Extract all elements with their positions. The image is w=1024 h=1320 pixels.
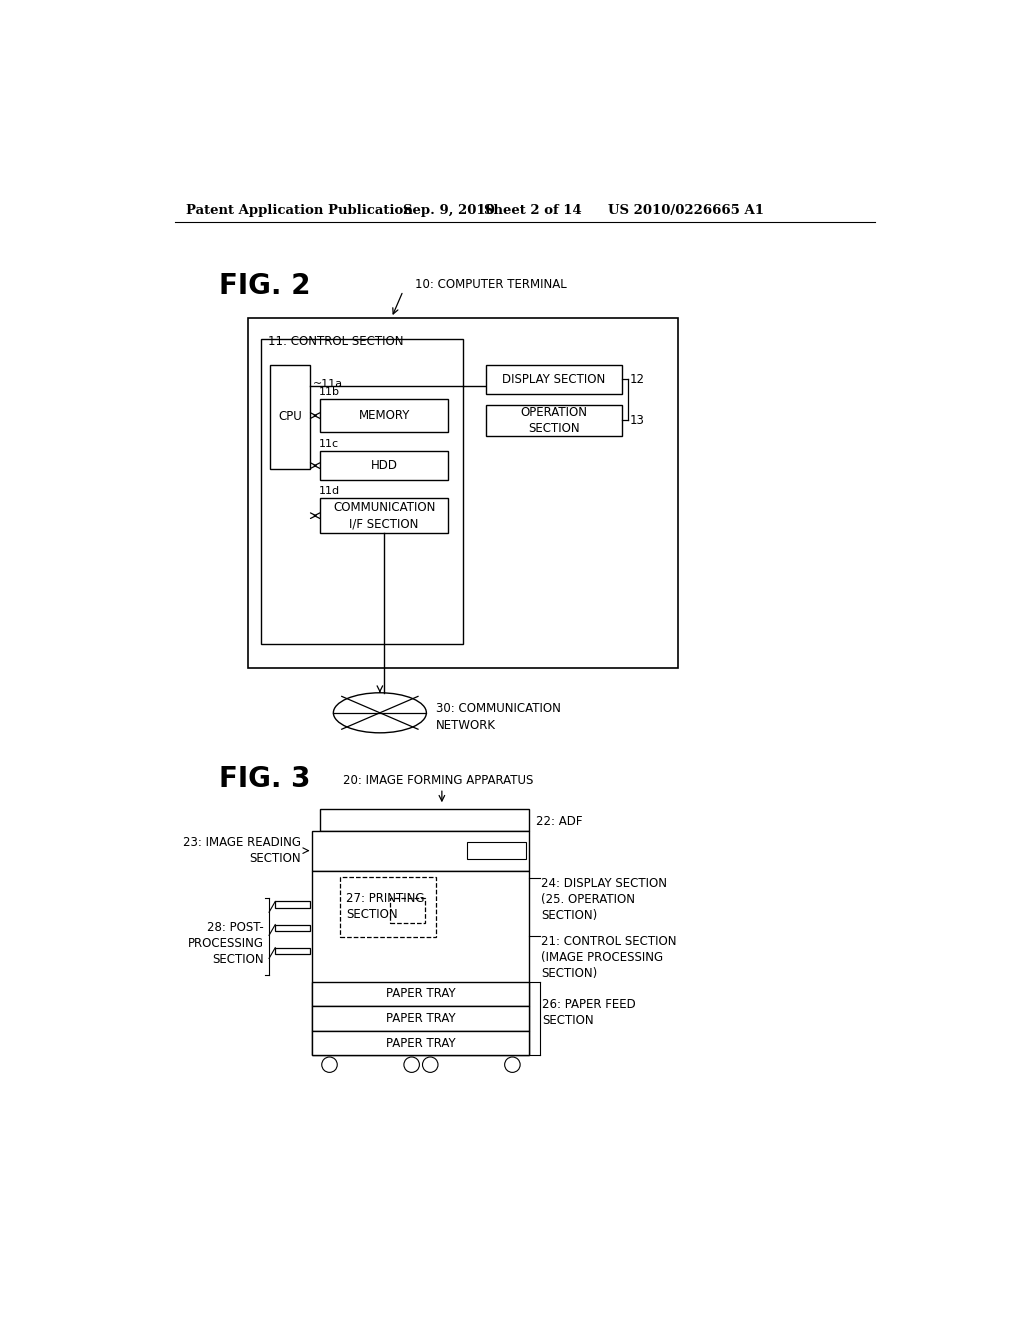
Bar (340, 876, 436, 937)
Text: PAPER TRAY: PAPER TRAY (386, 1036, 456, 1049)
Bar (486, 364, 622, 395)
Text: 20: IMAGE FORMING APPARATUS: 20: IMAGE FORMING APPARATUS (343, 775, 534, 788)
Bar (312, 1031, 529, 1056)
Bar (390, 899, 425, 923)
Text: 22: ADF: 22: ADF (536, 816, 583, 828)
Text: 28: POST-
PROCESSING
SECTION: 28: POST- PROCESSING SECTION (187, 921, 263, 966)
Bar (321, 498, 449, 533)
Text: 26: PAPER FEED
SECTION: 26: PAPER FEED SECTION (542, 998, 636, 1027)
Circle shape (403, 1057, 420, 1072)
Bar (486, 405, 622, 436)
Bar (467, 842, 525, 859)
Text: 11c: 11c (318, 438, 339, 449)
Bar (321, 400, 449, 432)
Text: COMMUNICATION
I/F SECTION: COMMUNICATION I/F SECTION (333, 502, 435, 531)
Bar (248, 318, 678, 668)
Text: 13: 13 (630, 413, 644, 426)
Text: OPERATION
SECTION: OPERATION SECTION (520, 405, 588, 434)
Circle shape (505, 1057, 520, 1072)
Text: Patent Application Publication: Patent Application Publication (186, 205, 413, 218)
Text: DISPLAY SECTION: DISPLAY SECTION (502, 372, 605, 385)
Bar (312, 1006, 529, 1031)
Circle shape (423, 1057, 438, 1072)
Text: 11b: 11b (318, 387, 340, 397)
Text: 24: DISPLAY SECTION
(25. OPERATION
SECTION): 24: DISPLAY SECTION (25. OPERATION SECTI… (541, 876, 667, 921)
Text: ~11a: ~11a (312, 379, 343, 388)
Ellipse shape (334, 693, 426, 733)
Bar (261, 339, 463, 644)
Text: 12: 12 (630, 372, 644, 385)
Text: 30: COMMUNICATION
NETWORK: 30: COMMUNICATION NETWORK (435, 702, 560, 731)
Text: HDD: HDD (371, 459, 397, 473)
Text: 11d: 11d (318, 486, 340, 496)
Text: US 2010/0226665 A1: US 2010/0226665 A1 (608, 205, 765, 218)
Text: 21: CONTROL SECTION
(IMAGE PROCESSING
SECTION): 21: CONTROL SECTION (IMAGE PROCESSING SE… (541, 935, 677, 979)
Text: 23: IMAGE READING
SECTION: 23: IMAGE READING SECTION (183, 836, 301, 865)
Bar (270, 364, 310, 469)
Bar (275, 948, 310, 954)
Bar (275, 902, 310, 908)
Text: FIG. 2: FIG. 2 (219, 272, 311, 301)
Text: 11: CONTROL SECTION: 11: CONTROL SECTION (267, 335, 403, 347)
Bar (275, 924, 310, 931)
Bar (321, 809, 529, 830)
Text: Sheet 2 of 14: Sheet 2 of 14 (484, 205, 583, 218)
Text: PAPER TRAY: PAPER TRAY (386, 987, 456, 1001)
Text: 27: PRINTING
SECTION: 27: PRINTING SECTION (346, 892, 424, 921)
Text: FIG. 3: FIG. 3 (219, 766, 311, 793)
Bar (312, 982, 529, 1006)
Circle shape (322, 1057, 337, 1072)
Text: MEMORY: MEMORY (358, 409, 410, 422)
Text: PAPER TRAY: PAPER TRAY (386, 1012, 456, 1026)
Bar (312, 830, 529, 871)
Bar (321, 451, 449, 480)
Text: 10: COMPUTER TERMINAL: 10: COMPUTER TERMINAL (415, 277, 566, 290)
Text: Sep. 9, 2010: Sep. 9, 2010 (403, 205, 495, 218)
Bar (312, 871, 529, 1056)
Text: CPU: CPU (279, 411, 302, 424)
